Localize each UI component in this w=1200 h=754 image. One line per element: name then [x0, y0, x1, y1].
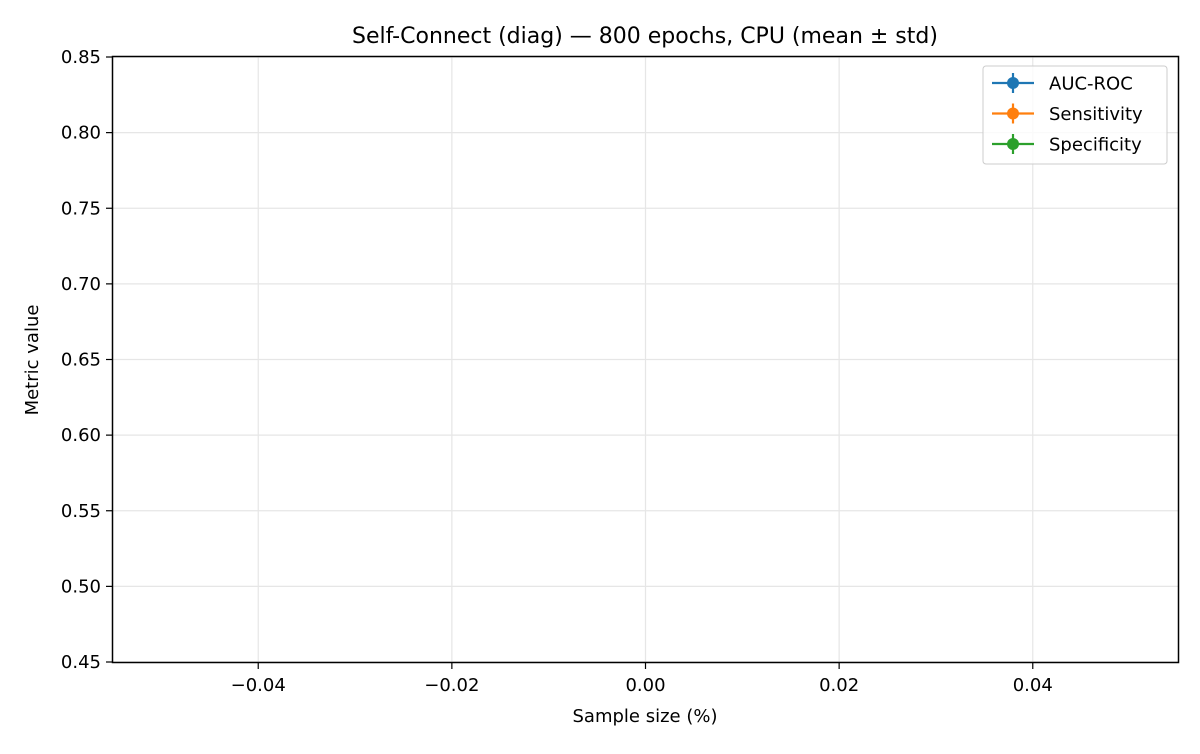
- y-tick-label: 0.75: [61, 198, 101, 219]
- y-tick-label: 0.60: [61, 425, 101, 446]
- legend-items: AUC-ROC Sensitivity Specificity: [992, 73, 1143, 156]
- y-tick-label: 0.45: [61, 652, 101, 673]
- legend-marker-specificity: [1007, 138, 1019, 150]
- y-tick-label: 0.70: [61, 274, 101, 295]
- x-tick-label: 0.00: [625, 675, 665, 696]
- y-tick-label: 0.50: [61, 576, 101, 597]
- y-tick-label: 0.55: [61, 501, 101, 522]
- legend: AUC-ROC Sensitivity Specificity: [982, 65, 1168, 165]
- legend-label-auc-roc: AUC-ROC: [1049, 74, 1133, 95]
- x-tick-label: −0.02: [424, 675, 479, 696]
- legend-marker-sensitivity: [1007, 107, 1019, 120]
- chart-title: Self-Connect (diag) — 800 epochs, CPU (m…: [352, 24, 938, 49]
- legend-frame: [982, 65, 1168, 165]
- x-tick-label: 0.02: [819, 675, 859, 696]
- y-tick-label: 0.65: [61, 350, 101, 371]
- y-axis-label: Metric value: [22, 305, 43, 416]
- y-axis-ticks: 0.45 0.50 0.55 0.60 0.65 0.70 0.75 0.80 0.85: [61, 47, 113, 673]
- legend-marker-auc-roc: [1007, 77, 1019, 89]
- legend-label-sensitivity: Sensitivity: [1049, 104, 1143, 125]
- x-tick-label: −0.04: [231, 675, 286, 696]
- y-tick-label: 0.80: [61, 123, 101, 144]
- x-axis-ticks: −0.04 −0.02 0.00 0.02 0.04: [231, 662, 1053, 696]
- x-tick-label: 0.04: [1013, 675, 1053, 696]
- y-tick-label: 0.85: [61, 47, 101, 68]
- legend-label-specificity: Specificity: [1049, 135, 1142, 156]
- x-axis-label: Sample size (%): [573, 706, 718, 727]
